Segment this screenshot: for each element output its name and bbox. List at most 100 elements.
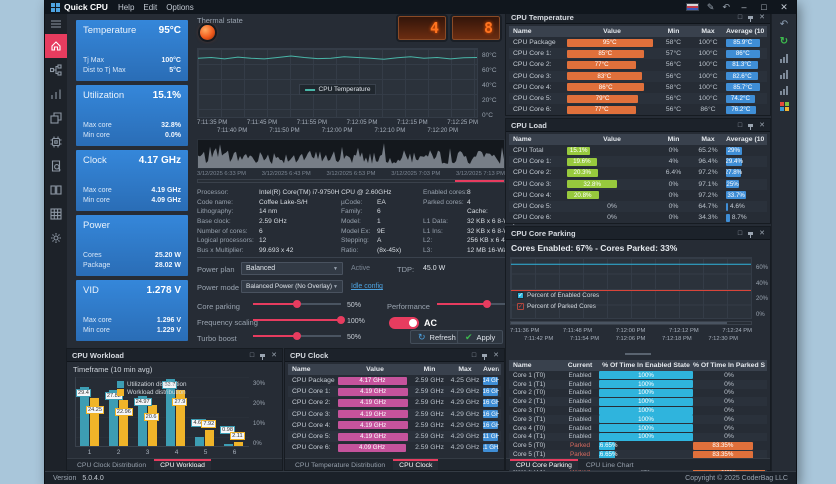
workload-bar-chart: 29.4 24.25 27.82 22.96 24.97 20.6 33.7 2… (75, 377, 249, 447)
x-axis-tick: 7:12:25 PM (447, 120, 478, 126)
apply-button[interactable]: ✔ Apply (457, 330, 504, 344)
popout-icon[interactable]: □ (249, 351, 255, 359)
sidebar-item-home[interactable] (45, 34, 67, 58)
scrollbar-handle[interactable] (455, 180, 504, 182)
pin-icon[interactable] (482, 353, 488, 360)
frequency-scaling-slider[interactable] (253, 316, 345, 324)
undo-icon[interactable]: ↶ (722, 1, 730, 12)
popout-icon[interactable]: □ (737, 229, 743, 237)
close-icon[interactable]: ✕ (493, 351, 499, 359)
checkbox-checked-icon[interactable]: ✓ (517, 292, 524, 299)
sidebar-item-grid[interactable] (45, 202, 67, 226)
menu-help[interactable]: Help (117, 2, 135, 12)
chart-bars-icon[interactable] (780, 70, 788, 79)
feedback-icon[interactable]: ✎ (706, 1, 715, 12)
table-row: CPU Core 5: 79°C 56°C 100°C 74.2°C (509, 92, 767, 105)
sidebar-item-stats[interactable] (45, 82, 67, 106)
language-flag-dropdown[interactable] (685, 3, 699, 11)
value-bar: 76.2°C (726, 105, 756, 114)
card-title: VID (83, 285, 99, 296)
sidebar-item-hierarchy[interactable] (45, 58, 67, 82)
tab-cpu-temperature-distribution[interactable]: CPU Temperature Distribution (295, 462, 386, 469)
windows-colors-icon[interactable] (779, 102, 789, 111)
info-row: Logical processors: 12 (197, 237, 267, 245)
tab-cpu-clock[interactable]: CPU Clock (393, 459, 439, 470)
bar-label: 20.6 (143, 412, 159, 421)
sidebar-item-layers[interactable] (45, 106, 67, 130)
popout-icon[interactable]: □ (737, 121, 743, 129)
idle-config-link[interactable]: Idle config (351, 283, 383, 290)
sidebar-menu-toggle[interactable] (45, 14, 67, 34)
tab-cpu-line-chart[interactable]: CPU Line Chart (585, 462, 634, 469)
table-row: Core 2 (T0) Enabled 100% 0% (509, 388, 767, 398)
chart-x-axis-row1: 7:11:35 PM 7:11:45 PM 7:11:55 PM 7:12:05 PM… (197, 120, 478, 126)
status-bar: Version 5.0.4.0 Copyright © 2025 CoderBa… (45, 471, 796, 484)
ac-power-toggle[interactable] (389, 317, 419, 329)
metric-card[interactable]: Temperature 95°C Tj Max 100°C Dist to Tj Ma… (76, 20, 188, 81)
undo-icon[interactable]: ↶ (779, 19, 789, 30)
sidebar-item-report[interactable] (45, 154, 67, 178)
close-icon[interactable]: ✕ (271, 351, 277, 359)
sidebar-item-compare[interactable] (45, 178, 67, 202)
chart-bars-icon[interactable] (780, 54, 788, 63)
tab-cpu-clock-distribution[interactable]: CPU Clock Distribution (77, 462, 147, 469)
bar-label: 0.98 (220, 426, 236, 434)
tab-cpu-core-parking[interactable]: CPU Core Parking (510, 459, 578, 470)
power-mode-dropdown[interactable]: Balanced Power (No Overlay) ▼ (241, 280, 343, 293)
pin-icon[interactable] (748, 123, 754, 130)
sidebar-item-settings[interactable] (45, 226, 67, 250)
value-bar: 95°C (567, 38, 653, 47)
menu-options[interactable]: Options (166, 2, 194, 12)
splitter-handle[interactable] (631, 353, 645, 355)
bar-group: 29.4 24.25 (76, 377, 105, 446)
utilization-history-waveform[interactable] (197, 139, 505, 169)
utilization-bar (137, 396, 147, 446)
bar-group: 33.7 27.9 (162, 377, 191, 446)
popout-icon[interactable]: □ (471, 351, 477, 359)
pin-icon[interactable] (260, 353, 266, 360)
menu-edit[interactable]: Edit (143, 2, 158, 12)
card-value: 15.1% (152, 90, 181, 101)
chart-bars-icon[interactable] (780, 86, 788, 95)
value-bar: 4.17 GHz (338, 376, 407, 385)
performance-slider[interactable] (437, 300, 511, 308)
parked-cores-checkbox-row[interactable]: ✓ Percent of Parked Cores (517, 303, 596, 310)
popout-icon[interactable]: □ (737, 13, 743, 21)
metric-card[interactable]: Utilization 15.1% Max core 32.8% Min core 0.… (76, 85, 188, 146)
checkbox-checked-icon[interactable]: ✓ (517, 303, 524, 310)
refresh-button[interactable]: ↻ Refresh (410, 330, 464, 344)
metric-card[interactable]: VID 1.278 V Max core 1.296 V Min core 1.229 … (76, 280, 188, 341)
legend-entry: Workload distribution (117, 389, 187, 396)
close-icon[interactable]: ✕ (759, 13, 765, 21)
close-icon[interactable]: ✕ (759, 229, 765, 237)
table-row: Core 4 (T0) Enabled 100% 0% (509, 424, 767, 433)
value-bar: 81.3°C (726, 60, 758, 69)
cpu-temperature-panel: CPU Temperature □ ✕ Name Value Min Max Averag… (505, 10, 771, 116)
info-row: L2: 256 KB x 6 4-Way (423, 237, 520, 245)
pin-icon[interactable] (748, 15, 754, 22)
core-parking-slider[interactable] (253, 300, 341, 308)
info-row: Number of cores: 6 (197, 227, 263, 235)
close-button[interactable]: ✕ (780, 1, 788, 12)
turbo-boost-slider[interactable] (253, 332, 341, 340)
y-axis-tick: 60°C (482, 67, 497, 74)
maximize-button[interactable]: □ (761, 1, 767, 12)
scrollbar-handle[interactable] (511, 322, 727, 324)
refresh-icon[interactable]: ↻ (779, 36, 789, 47)
metric-card[interactable]: Power Cores 25.20 W Package 28.02 W (76, 215, 188, 276)
value-bar: 15.1% (567, 146, 591, 155)
power-plan-dropdown[interactable]: Balanced ▼ (241, 262, 343, 275)
x-axis-tick: 4 (174, 449, 179, 456)
value-bar: 25% (726, 180, 740, 189)
history-scrollbar[interactable] (197, 179, 505, 183)
minimize-button[interactable]: – (741, 1, 747, 12)
pin-icon[interactable] (748, 231, 754, 238)
metric-card[interactable]: Clock 4.17 GHz Max core 4.19 GHz Min core 4.… (76, 150, 188, 211)
panel-title: CPU Load (511, 120, 547, 130)
tab-cpu-workload[interactable]: CPU Workload (154, 459, 211, 470)
enabled-cores-checkbox-row[interactable]: ✓ Percent of Enabled Cores (517, 292, 599, 299)
sidebar-item-cpu[interactable] (45, 130, 67, 154)
parking-chart-scrollbar[interactable] (510, 321, 752, 325)
close-icon[interactable]: ✕ (759, 121, 765, 129)
